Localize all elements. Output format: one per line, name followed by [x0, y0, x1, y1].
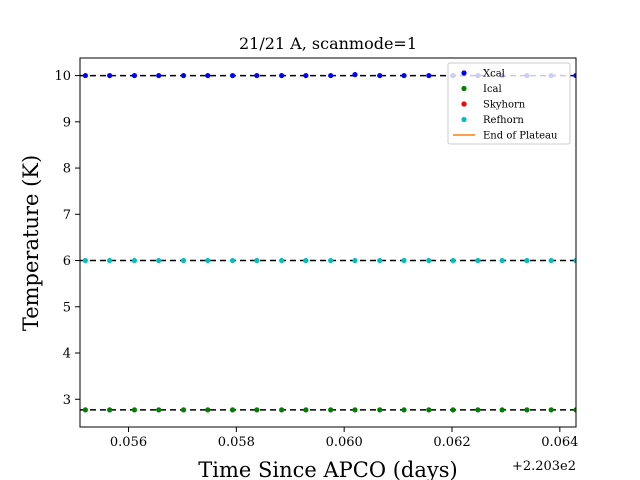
data-point-xcal [352, 72, 358, 78]
chart-title: 21/21 A, scanmode=1 [239, 34, 417, 53]
legend-label: Refhorn [483, 115, 524, 126]
data-point-ical [180, 407, 187, 413]
data-point-xcal [180, 72, 187, 79]
legend-label: Ical [483, 84, 502, 95]
data-point-refhorn [524, 257, 530, 264]
data-point-ical [401, 407, 407, 413]
data-point-refhorn [279, 257, 285, 264]
legend-marker [461, 116, 467, 123]
data-point-refhorn [573, 257, 576, 264]
y-tick-label: 6 [63, 254, 71, 269]
plot-frame [79, 57, 577, 428]
y-tick-label: 5 [63, 300, 71, 315]
data-point-xcal [426, 72, 432, 79]
data-point-xcal [328, 72, 334, 79]
data-point-ical [573, 407, 576, 413]
legend-label: End of Plateau [483, 131, 558, 142]
data-point-ical [524, 407, 530, 413]
legend: Xcal Ical Skyhorn Refhorn End of Plateau [447, 62, 571, 145]
data-point-refhorn [377, 257, 383, 264]
data-point-ical [131, 407, 138, 413]
data-point-ical [279, 407, 285, 413]
data-point-ical [156, 407, 162, 413]
data-point-ical [426, 407, 432, 413]
y-tick-label: 9 [63, 115, 71, 130]
data-point-refhorn [205, 257, 211, 264]
legend-label: Skyhorn [483, 100, 526, 111]
legend-item-skyhorn: Skyhorn [461, 100, 526, 111]
y-tick-label: 3 [63, 393, 71, 408]
data-point-xcal [377, 72, 383, 79]
data-point-refhorn [107, 257, 113, 264]
data-point-refhorn [303, 257, 309, 264]
data-point-ical [303, 407, 309, 413]
data-point-ical [82, 407, 88, 413]
data-point-refhorn [180, 257, 187, 264]
data-point-refhorn [475, 257, 481, 264]
y-tick-label: 10 [54, 69, 71, 84]
data-point-ical [229, 407, 236, 413]
data-point-xcal [82, 72, 88, 79]
data-point-refhorn [229, 257, 236, 264]
x-tick-label: 0.062 [433, 435, 470, 450]
legend-item-end-of-plateau: End of Plateau [453, 131, 558, 142]
data-point-refhorn [82, 257, 88, 264]
data-point-refhorn [131, 257, 138, 264]
data-point-xcal [156, 72, 162, 79]
x-axis-label: Time Since APCO (days) [198, 458, 457, 480]
series-ical [82, 407, 576, 413]
data-point-xcal [205, 72, 211, 79]
data-point-ical [499, 407, 505, 413]
data-point-xcal [573, 72, 576, 79]
y-tick-label: 4 [63, 347, 71, 362]
data-point-refhorn [328, 257, 334, 264]
x-tick-label: 0.056 [110, 435, 147, 450]
data-point-ical [450, 407, 456, 413]
data-point-xcal [107, 72, 113, 79]
legend-item-xcal: Xcal [461, 69, 505, 80]
data-point-ical [205, 407, 211, 413]
data-point-refhorn [426, 257, 432, 264]
data-point-refhorn [548, 257, 554, 264]
legend-box [447, 62, 571, 145]
y-tick-label: 7 [63, 208, 71, 223]
x-tick-label: 0.060 [326, 435, 363, 450]
y-tick-label: 8 [63, 162, 71, 177]
y-axis-label: Temperature (K) [19, 155, 43, 331]
legend-item-refhorn: Refhorn [461, 115, 524, 126]
plot-area [79, 57, 577, 428]
data-point-xcal [303, 72, 309, 79]
data-point-ical [548, 407, 554, 413]
data-point-ical [377, 407, 383, 413]
data-point-xcal [131, 72, 138, 79]
data-point-ical [475, 407, 481, 413]
data-point-xcal [229, 72, 236, 79]
data-point-refhorn [499, 257, 505, 264]
legend-marker [461, 70, 467, 76]
data-point-refhorn [156, 257, 162, 264]
x-axis-offset: +2.203e2 [512, 459, 576, 474]
data-point-refhorn [401, 257, 407, 264]
data-point-ical [328, 407, 334, 413]
x-tick-label: 0.064 [541, 435, 578, 450]
legend-label: Xcal [483, 69, 505, 80]
y-axis: 3 4 5 6 7 8 9 10 [54, 69, 80, 408]
data-point-xcal [279, 72, 285, 79]
data-point-refhorn [450, 257, 456, 264]
data-point-ical [352, 407, 358, 413]
data-point-xcal [401, 72, 407, 79]
x-axis: 0.056 0.058 0.060 0.062 0.064 [110, 427, 578, 450]
legend-marker [461, 101, 467, 107]
data-point-refhorn [254, 257, 260, 264]
series-refhorn [82, 257, 576, 264]
legend-item-ical: Ical [461, 84, 502, 95]
data-point-ical [107, 407, 113, 413]
data-point-ical [254, 407, 260, 413]
data-point-refhorn [352, 257, 358, 264]
x-tick-label: 0.058 [218, 435, 255, 450]
legend-marker [461, 85, 467, 92]
data-point-xcal [254, 72, 260, 79]
